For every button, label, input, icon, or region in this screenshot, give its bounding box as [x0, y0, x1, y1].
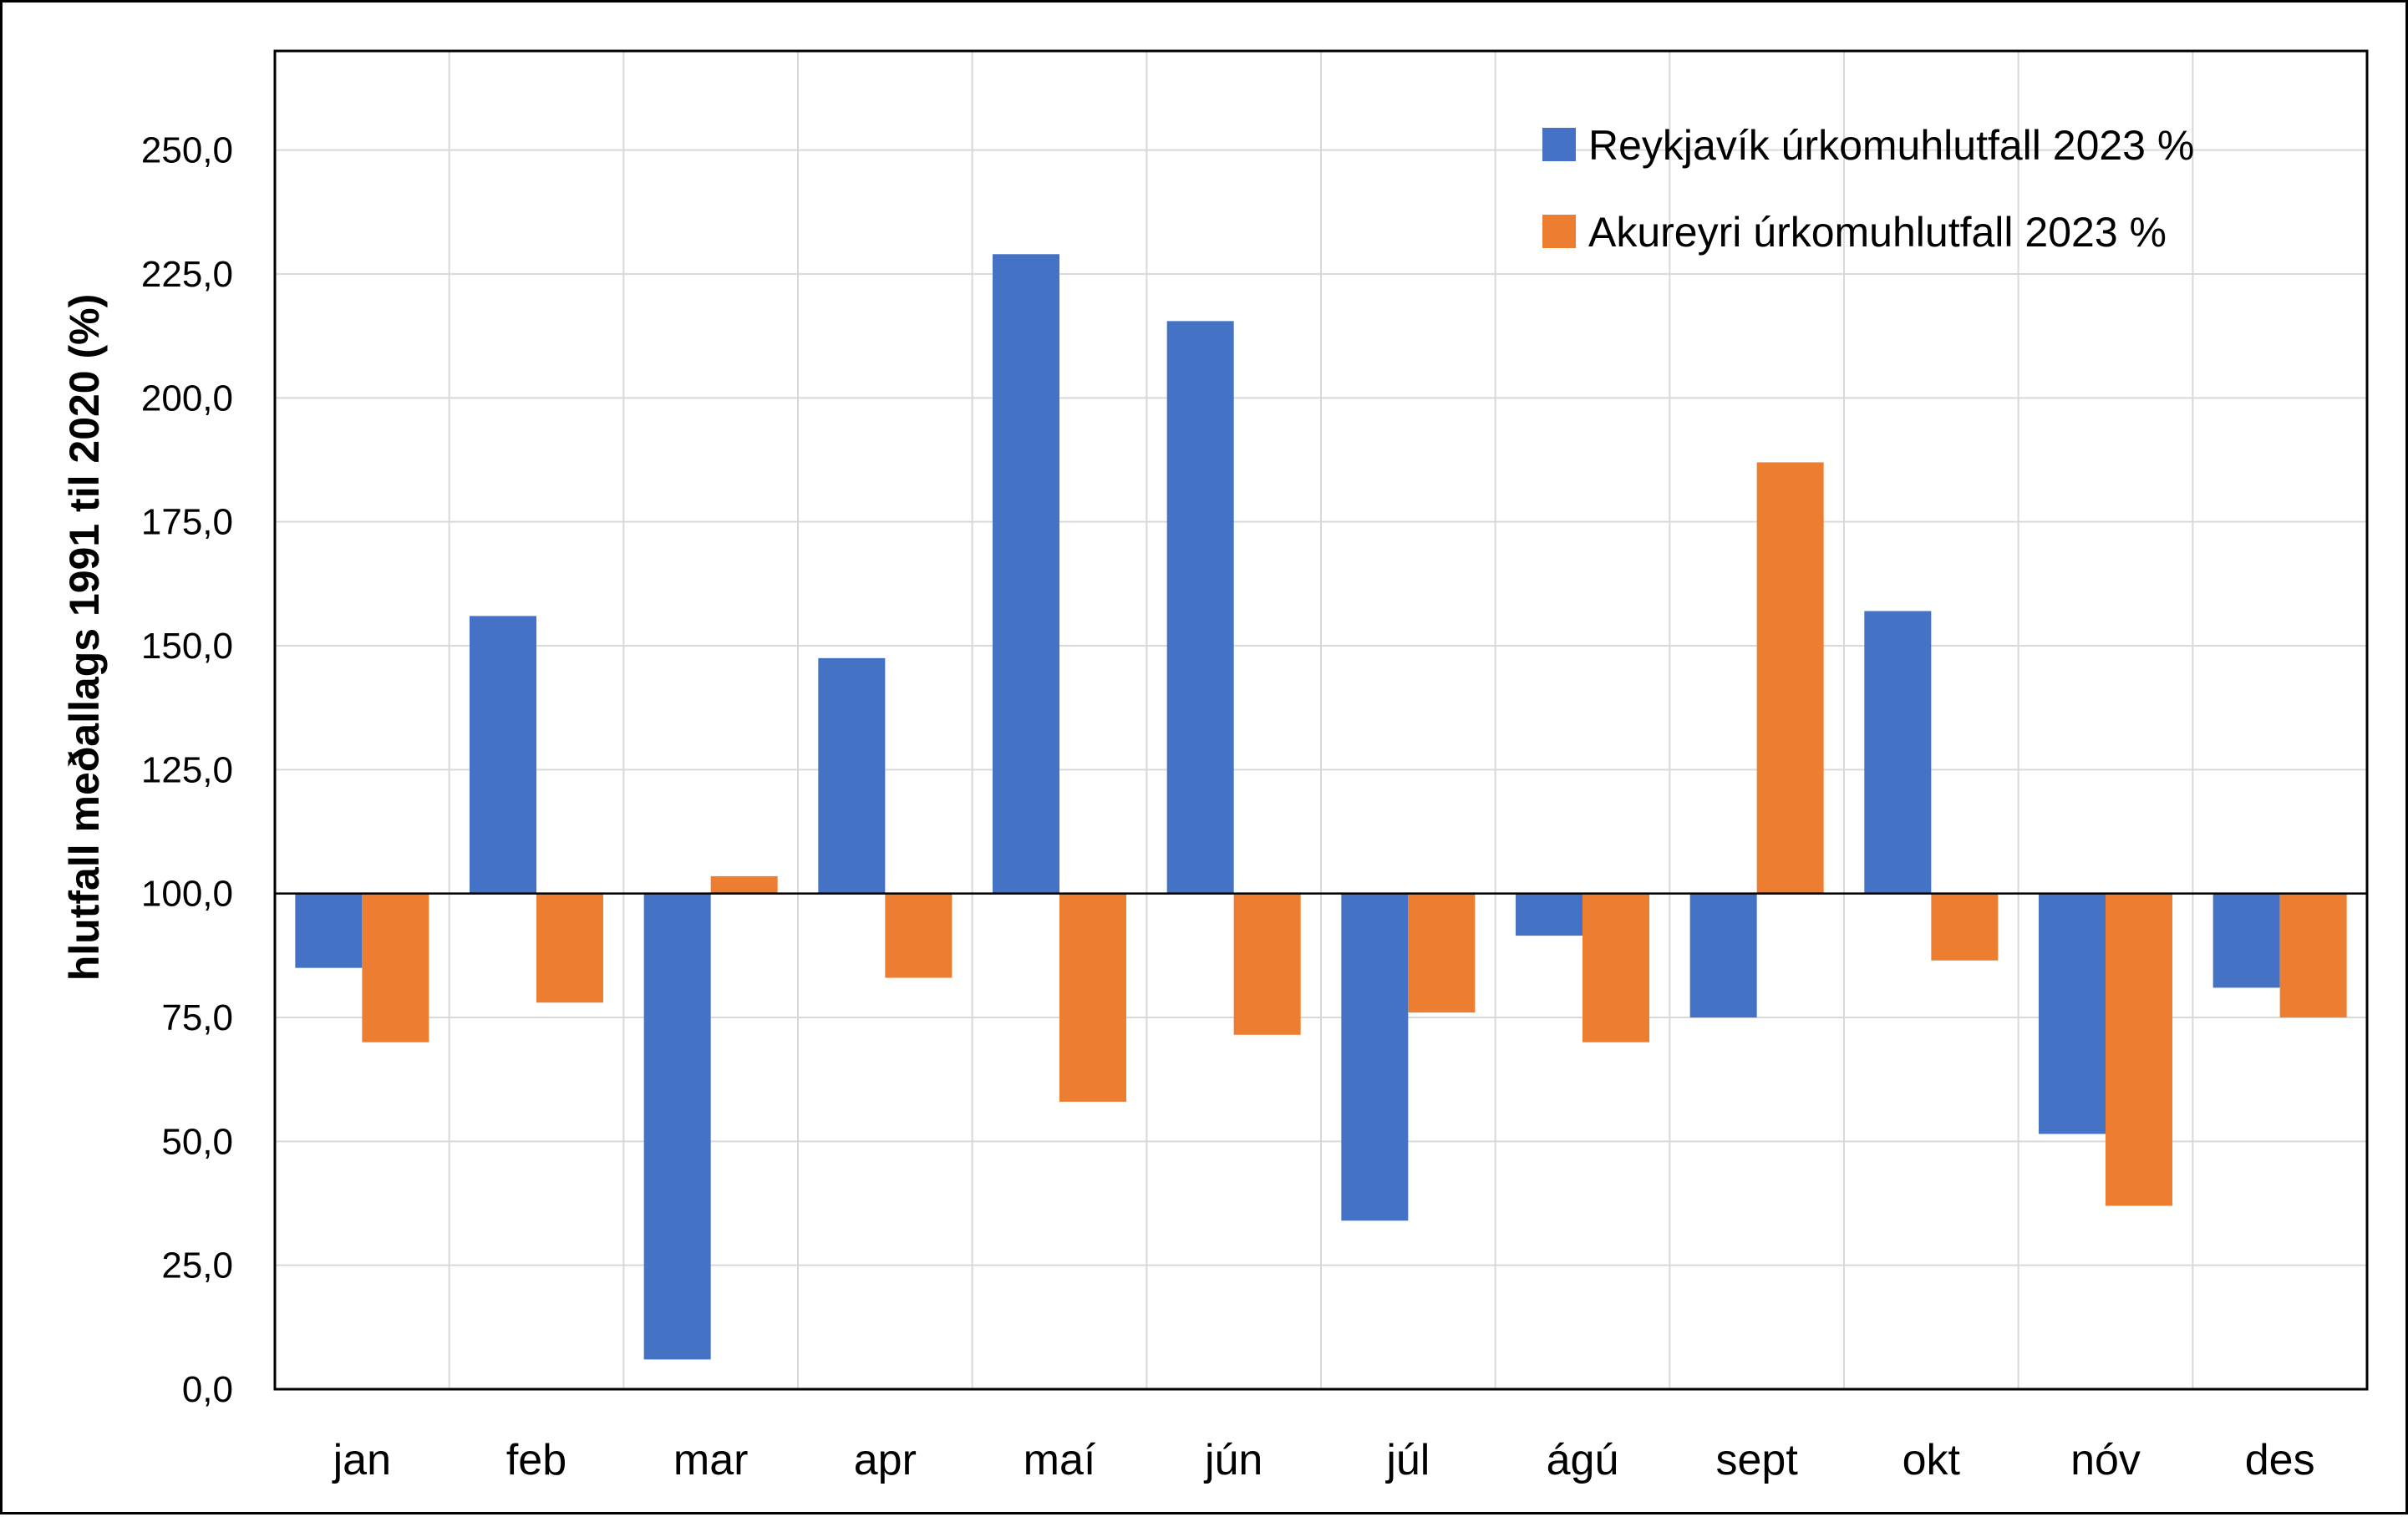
y-tick-label: 100,0 — [141, 874, 233, 915]
bar-reykjavik-júl — [1341, 893, 1409, 1221]
bar-akureyri-feb — [536, 893, 603, 1003]
bars — [295, 254, 2347, 1360]
bar-reykjavik-des — [2212, 893, 2280, 988]
bar-reykjavik-jún — [1166, 321, 1234, 894]
grid — [275, 51, 2367, 1390]
bar-reykjavik-apr — [818, 657, 886, 894]
bar-reykjavik-jan — [295, 893, 363, 968]
x-category-label: feb — [506, 1436, 566, 1484]
y-tick-label: 175,0 — [141, 502, 233, 543]
y-tick-label: 50,0 — [161, 1121, 233, 1162]
bar-reykjavik-okt — [1864, 611, 1932, 894]
y-tick-label: 75,0 — [161, 997, 233, 1038]
x-category-label: des — [2245, 1436, 2315, 1484]
legend-swatch-reykjavik — [1542, 128, 1576, 161]
legend-label-akureyri: Akureyri úrkomuhlutfall 2023 % — [1588, 209, 2167, 256]
bar-akureyri-júl — [1408, 893, 1476, 1013]
bar-akureyri-jan — [362, 893, 429, 1043]
bar-akureyri-maí — [1059, 893, 1126, 1102]
y-axis-ticks: 0,0 25,0 50,0 75,0 100,0 125,0 150,0 175,0 200,0… — [141, 130, 233, 1410]
x-category-label: júl — [1384, 1436, 1430, 1484]
y-tick-label: 0,0 — [182, 1369, 233, 1410]
x-category-label: nóv — [2070, 1436, 2141, 1484]
bar-reykjavik-mar — [643, 893, 711, 1360]
x-category-label: jún — [1203, 1436, 1262, 1484]
legend-label-reykjavik: Reykjavík úrkomuhlutfall 2023 % — [1588, 122, 2194, 169]
bar-reykjavik-sept — [1689, 893, 1757, 1017]
x-category-label: jan — [332, 1436, 391, 1484]
y-tick-label: 25,0 — [161, 1246, 233, 1286]
bar-akureyri-des — [2279, 893, 2347, 1017]
bar-reykjavik-maí — [993, 254, 1059, 894]
bar-akureyri-apr — [885, 893, 953, 978]
bar-akureyri-nóv — [2106, 893, 2172, 1206]
y-axis-title: hlutfall meðallags 1991 til 2020 (%) — [61, 294, 108, 982]
bar-reykjavik-ágú — [1516, 893, 1582, 936]
x-category-label: apr — [854, 1436, 917, 1484]
x-category-label: maí — [1024, 1436, 1096, 1484]
bar-akureyri-mar — [710, 875, 778, 894]
y-tick-label: 150,0 — [141, 626, 233, 667]
y-tick-label: 200,0 — [141, 378, 233, 419]
x-category-label: mar — [673, 1436, 749, 1484]
bar-reykjavik-feb — [470, 616, 536, 894]
plot-area-border — [273, 49, 2369, 1391]
x-category-label: okt — [1903, 1436, 1961, 1484]
x-axis-categories: jan feb mar apr maí jún júl ágú sept okt nóv des — [332, 1436, 2315, 1484]
bar-reykjavik-nóv — [2039, 893, 2106, 1134]
x-category-label: ágú — [1547, 1436, 1619, 1484]
legend-swatch-akureyri — [1542, 215, 1576, 248]
bar-chart: 0,0 25,0 50,0 75,0 100,0 125,0 150,0 175,0 200,0… — [61, 49, 2369, 1484]
y-tick-label: 125,0 — [141, 749, 233, 790]
bar-akureyri-jún — [1233, 893, 1301, 1035]
bar-akureyri-sept — [1756, 462, 1824, 894]
bar-akureyri-ágú — [1582, 893, 1649, 1043]
y-tick-label: 225,0 — [141, 254, 233, 295]
y-tick-label: 250,0 — [141, 130, 233, 171]
bar-akureyri-okt — [1931, 893, 1999, 961]
x-category-label: sept — [1716, 1436, 1799, 1484]
legend: Reykjavík úrkomuhlutfall 2023 % Akureyri… — [1542, 122, 2194, 256]
